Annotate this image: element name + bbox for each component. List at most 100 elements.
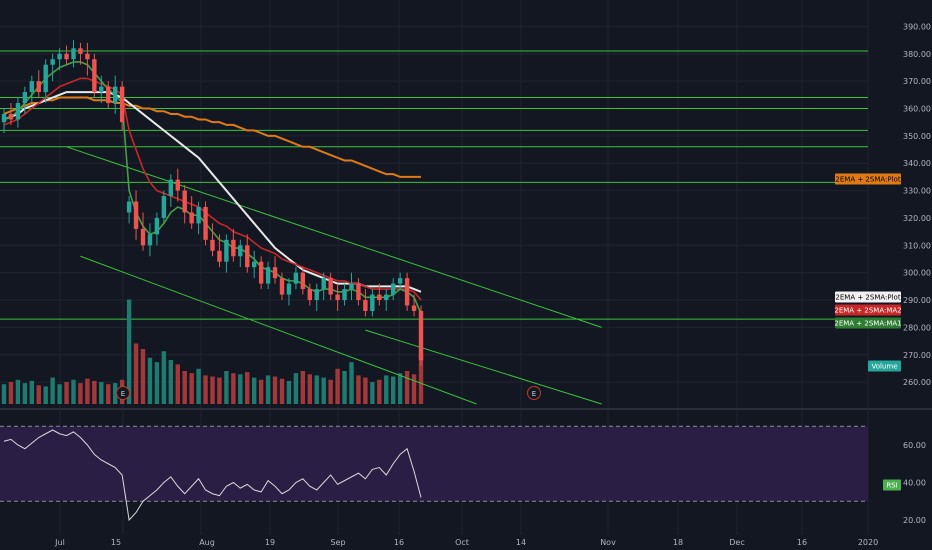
volume-bar bbox=[377, 379, 382, 404]
price-tick-label: 290.00 bbox=[903, 296, 931, 305]
volume-bar bbox=[140, 349, 146, 404]
price-tick-label: 310.00 bbox=[903, 241, 931, 250]
volume-bar bbox=[15, 379, 21, 404]
volume-bar bbox=[335, 368, 340, 404]
indicator-tag-ma1 bbox=[835, 317, 901, 329]
candle-body bbox=[335, 294, 340, 301]
candle-body bbox=[140, 228, 146, 246]
candlesticks bbox=[1, 40, 424, 366]
volume-bar bbox=[50, 377, 55, 404]
candle-body bbox=[384, 294, 389, 301]
volume-bar bbox=[92, 380, 97, 404]
candle-body bbox=[391, 283, 396, 295]
volume-bar bbox=[36, 385, 41, 404]
candle-body bbox=[133, 201, 139, 229]
volume-bar bbox=[418, 354, 424, 404]
price-tick-label: 270.00 bbox=[903, 351, 931, 360]
rsi-pane bbox=[0, 408, 932, 522]
candle-body bbox=[175, 179, 180, 191]
volume-bar bbox=[363, 377, 368, 404]
candle-body bbox=[15, 103, 21, 120]
rsi-tick-label: 60.00 bbox=[903, 441, 926, 450]
volume-bar bbox=[356, 375, 361, 404]
candle-body bbox=[36, 81, 41, 93]
indicator-tags: 2EMA + 2SMA:Plot 2EMA + 2SMA:Plot 2EMA + 2… bbox=[834, 173, 902, 491]
price-tick-label: 260.00 bbox=[903, 378, 931, 387]
volume-bar bbox=[189, 373, 194, 404]
time-tick-label: Aug bbox=[199, 538, 215, 547]
time-axis[interactable]: Jul 15 Aug 19 Sep 16 Oct 14 Nov 18 Dec 16 2020 bbox=[54, 538, 878, 547]
time-tick-label: 16 bbox=[394, 538, 404, 547]
time-tick-label: Sep bbox=[330, 538, 345, 547]
volume-bar bbox=[168, 360, 173, 404]
volume-bar bbox=[196, 368, 201, 404]
volume-bar bbox=[78, 383, 83, 404]
candle-body bbox=[279, 278, 285, 295]
candle-body bbox=[321, 278, 326, 290]
candle-body bbox=[147, 234, 153, 246]
volume-bar bbox=[64, 382, 69, 404]
volume-bar bbox=[238, 374, 243, 404]
price-tick-label: 390.00 bbox=[903, 22, 931, 31]
volume-bar bbox=[349, 362, 354, 404]
volume-bar bbox=[217, 377, 222, 404]
volume-bar bbox=[279, 378, 285, 404]
candle-body bbox=[210, 239, 215, 251]
volume-bar bbox=[397, 373, 403, 404]
candle-body bbox=[265, 267, 271, 284]
volume-bar bbox=[342, 371, 347, 404]
candle-body bbox=[231, 239, 236, 257]
rsi-tick-label: 40.00 bbox=[903, 479, 926, 488]
candle-body bbox=[78, 48, 83, 54]
candle-body bbox=[113, 86, 118, 104]
indicator-tag-label: 2EMA + 2SMA:Plot bbox=[835, 294, 900, 302]
time-tick-label: 15 bbox=[111, 538, 121, 547]
price-tick-label: 300.00 bbox=[903, 269, 931, 278]
candle-body bbox=[397, 278, 403, 284]
time-tick-label: 19 bbox=[265, 538, 275, 547]
volume-bar bbox=[293, 373, 299, 404]
volume-bar bbox=[99, 382, 104, 404]
candle-body bbox=[43, 64, 48, 93]
volume-bar bbox=[22, 383, 28, 404]
candle-body bbox=[57, 53, 62, 60]
candle-body bbox=[224, 239, 229, 262]
candle-body bbox=[411, 305, 417, 311]
candle-body bbox=[189, 212, 194, 224]
price-tick-label: 320.00 bbox=[903, 214, 931, 223]
volume-bar bbox=[307, 374, 312, 404]
volume-bar bbox=[272, 376, 278, 404]
price-tick-label: 280.00 bbox=[903, 323, 931, 332]
time-tick-label: 14 bbox=[516, 538, 526, 547]
candle-body bbox=[258, 261, 264, 284]
indicator-tag-label: 2EMA + 2SMA:Plot bbox=[835, 176, 900, 184]
volume-bars bbox=[1, 299, 424, 404]
volume-bar bbox=[1, 384, 7, 404]
volume-bar bbox=[182, 371, 187, 404]
volume-bar bbox=[328, 379, 333, 404]
volume-bar bbox=[85, 378, 90, 404]
candle-body bbox=[418, 310, 424, 361]
sma-200-line bbox=[3, 96, 421, 178]
price-axis[interactable]: 390.00 380.00 370.00 360.00 350.00 340.00 330.… bbox=[903, 22, 931, 525]
candle-body bbox=[182, 190, 187, 213]
earnings-marker-icon bbox=[527, 386, 541, 400]
candle-body bbox=[314, 289, 319, 301]
volume-bar bbox=[203, 375, 208, 404]
candle-body bbox=[377, 294, 382, 301]
volume-bar bbox=[252, 377, 257, 404]
candle-body bbox=[119, 86, 125, 123]
candle-body bbox=[99, 86, 104, 93]
trend-line bbox=[365, 329, 602, 405]
volume-bar bbox=[411, 374, 417, 404]
candle-body bbox=[64, 53, 69, 60]
volume-bar bbox=[314, 375, 319, 404]
volume-bar bbox=[175, 364, 180, 404]
candle-body bbox=[50, 59, 55, 65]
candle-body bbox=[370, 294, 375, 311]
candle-body bbox=[349, 283, 354, 290]
indicator-tag-label: RSI bbox=[886, 482, 897, 490]
candle-body bbox=[161, 196, 167, 218]
